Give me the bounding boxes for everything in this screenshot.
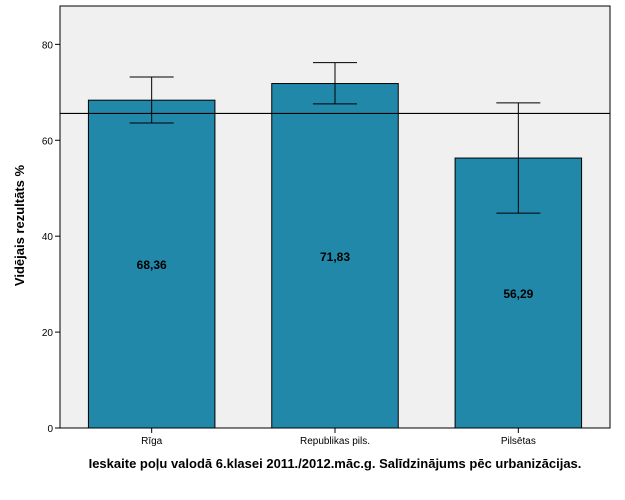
x-tick-label: Republikas pils. xyxy=(300,436,370,447)
y-tick-label: 20 xyxy=(42,328,54,339)
y-tick-label: 80 xyxy=(42,40,54,51)
y-tick-label: 40 xyxy=(42,232,54,243)
y-axis: 0 20 40 60 80 xyxy=(42,40,60,435)
bar-value-label: 68,36 xyxy=(137,258,167,272)
x-tick-label: Rīga xyxy=(141,436,163,447)
bar-value-label: 71,83 xyxy=(320,250,350,264)
y-tick-label: 60 xyxy=(42,136,54,147)
y-axis-title: Vidējais rezultāts % xyxy=(12,164,28,286)
x-tick-label: Pilsētas xyxy=(501,436,536,447)
bar xyxy=(87,99,216,429)
y-axis-title-container: Vidējais rezultāts % xyxy=(10,150,30,300)
x-axis: Rīga Republikas pils. Pilsētas xyxy=(141,428,536,447)
bar-value-label: 56,29 xyxy=(503,287,533,301)
overlay-layer xyxy=(60,62,610,214)
x-axis-title: Ieskaite poļu valodā 6.klasei 2011./2012… xyxy=(88,456,582,471)
y-tick-label: 0 xyxy=(47,424,53,435)
bar xyxy=(271,83,399,429)
